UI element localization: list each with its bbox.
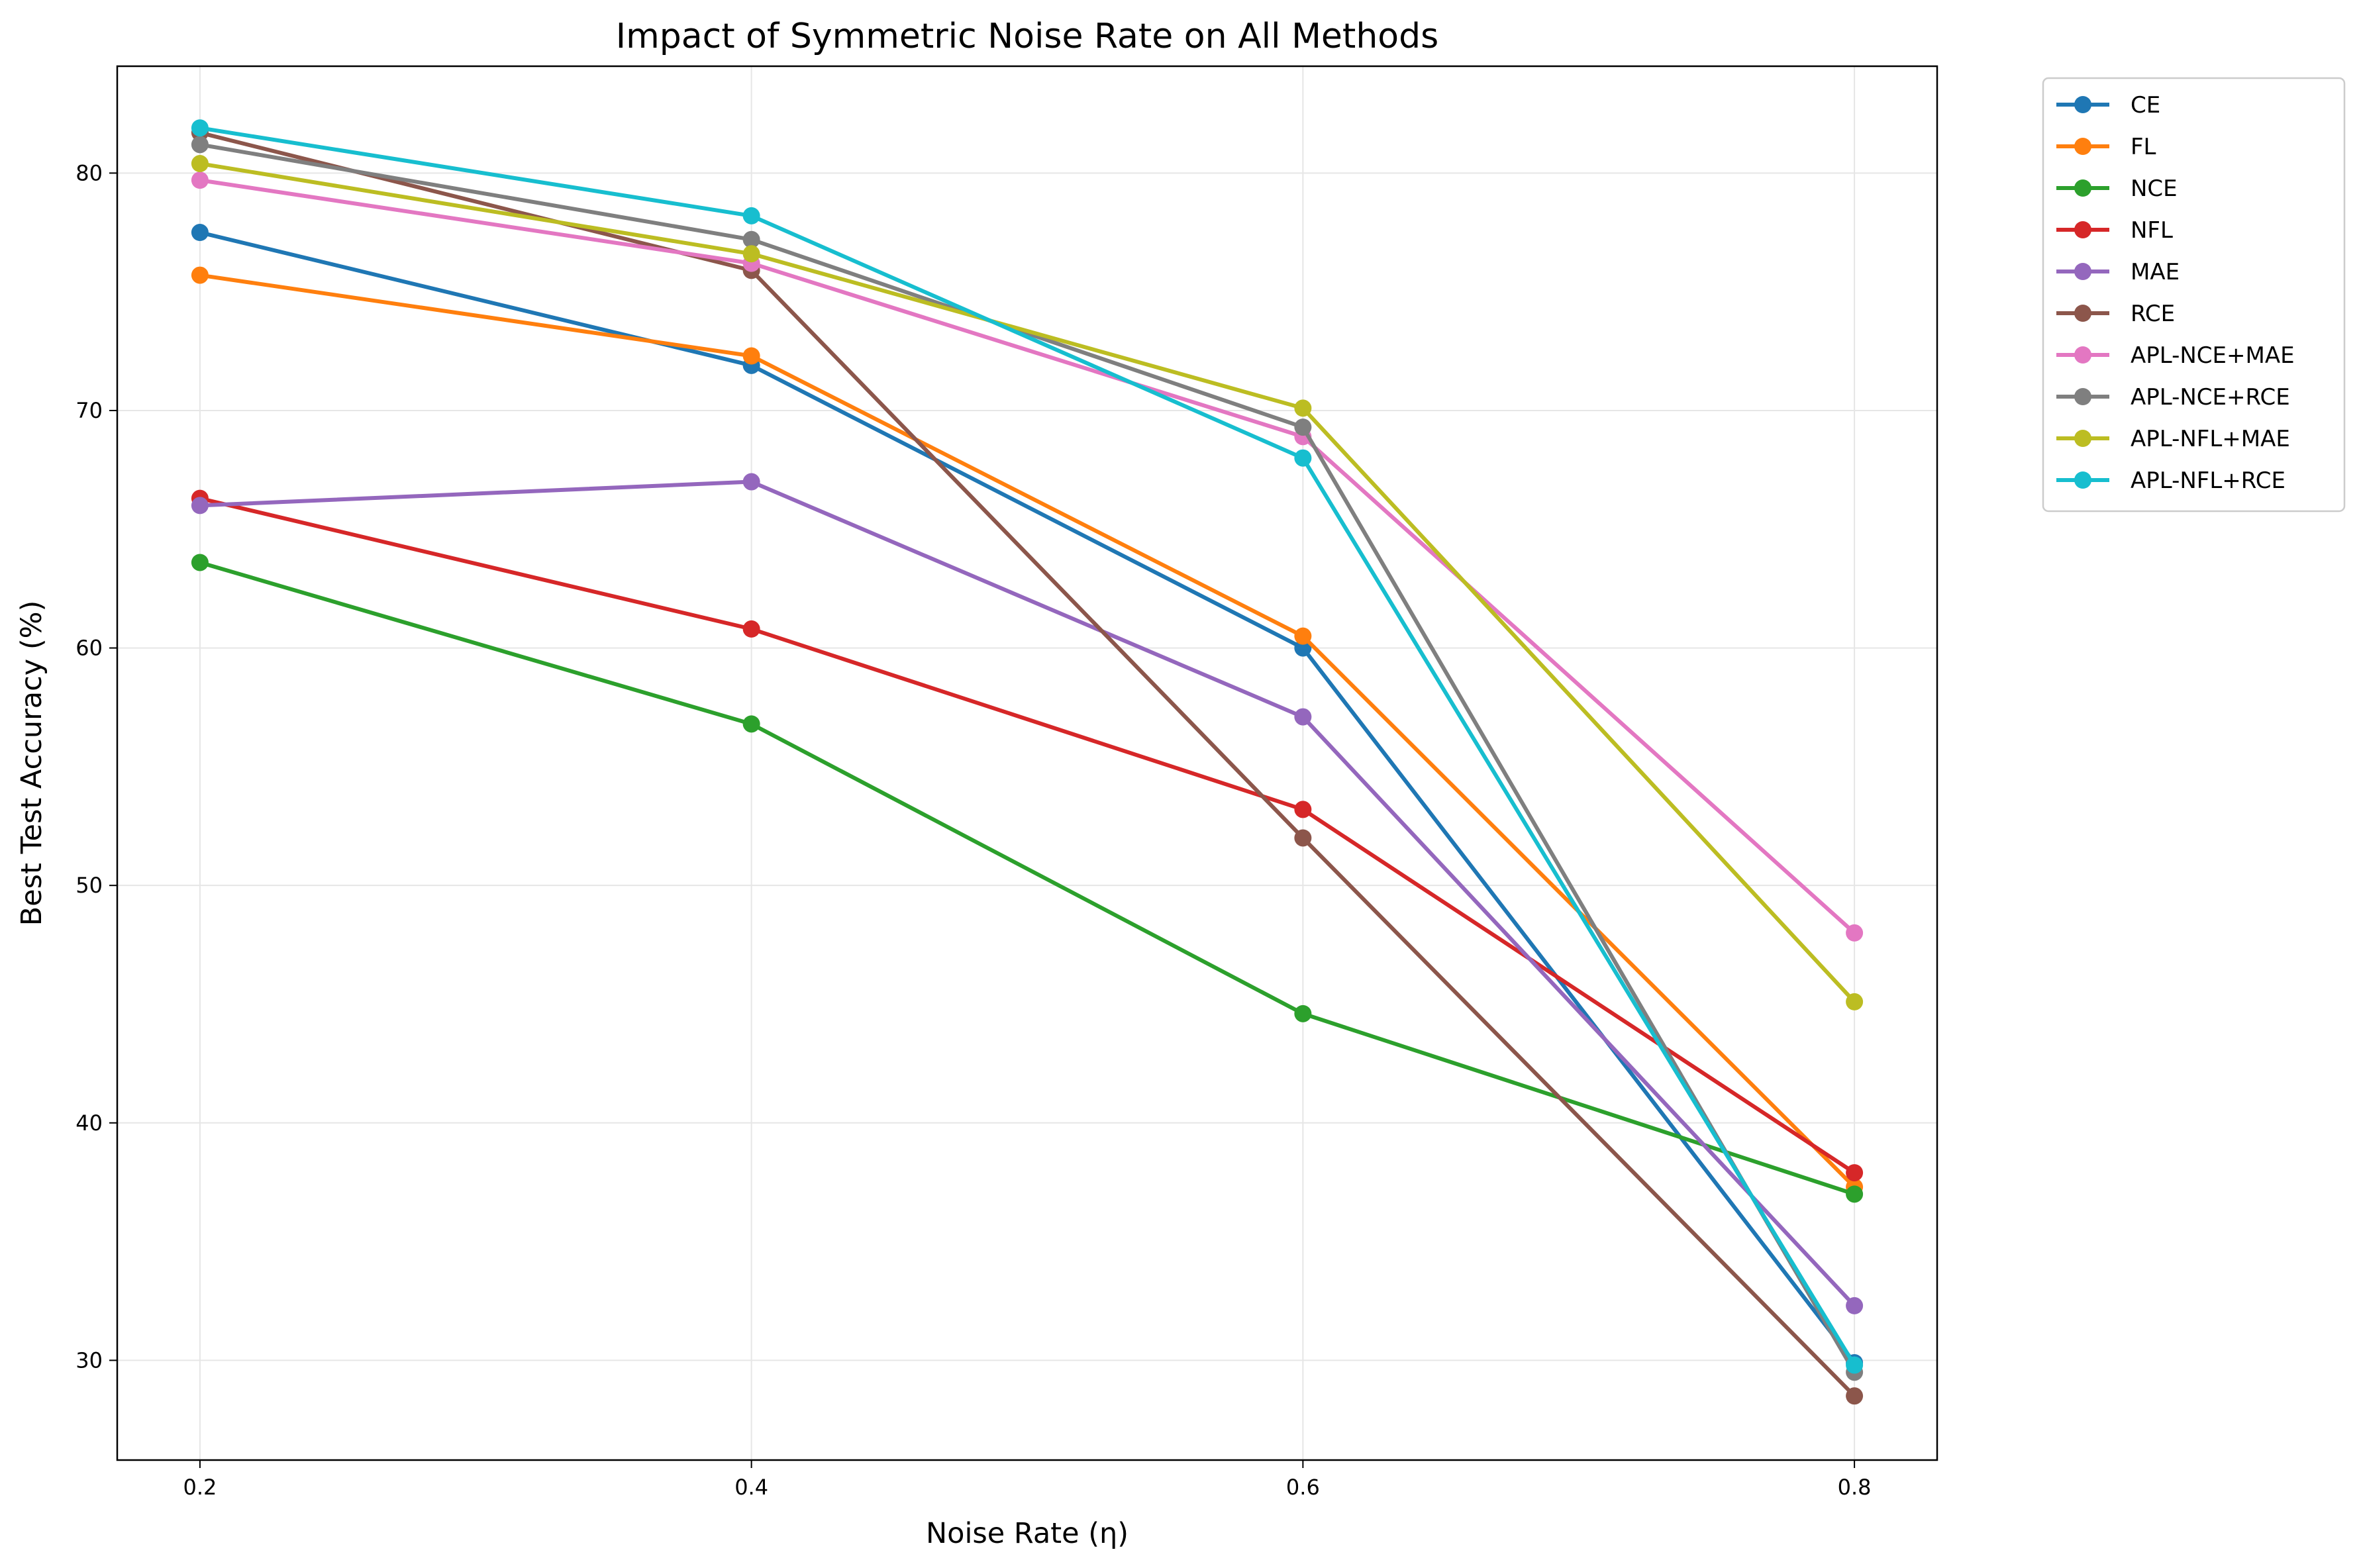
y-tick-label: 30: [75, 1348, 103, 1373]
legend-entry-rce: RCE: [2056, 301, 2175, 327]
data-point-apl-nce-mae: [191, 172, 209, 189]
data-point-nce: [1294, 1004, 1312, 1022]
legend-marker: [2074, 221, 2091, 238]
data-point-apl-nfl-rce: [742, 207, 760, 224]
y-tick-label: 40: [75, 1110, 103, 1136]
data-point-mae: [1294, 708, 1312, 726]
data-point-apl-nfl-mae: [742, 245, 760, 263]
data-point-mae: [742, 473, 760, 491]
legend-entry-apl-nce-mae: APL-NCE+MAE: [2056, 342, 2295, 369]
data-point-apl-nce-mae: [1846, 924, 1864, 942]
series-apl-nfl-mae: [191, 155, 1864, 1010]
series-line-ce: [197, 230, 1857, 1365]
data-point-rce: [1294, 829, 1312, 847]
data-point-nfl: [742, 620, 760, 638]
data-point-ce: [191, 224, 209, 242]
legend-marker: [2074, 263, 2091, 280]
data-point-fl: [1294, 627, 1312, 645]
data-point-apl-nce-rce: [191, 136, 209, 154]
series-nce: [191, 554, 1864, 1203]
x-axis-label: Noise Rate (η): [926, 1517, 1129, 1550]
series-mae: [191, 473, 1864, 1314]
plot-frame: [116, 65, 1938, 1461]
legend-label: NFL: [2131, 217, 2173, 244]
data-point-nfl: [1846, 1164, 1864, 1182]
legend-marker: [2074, 471, 2091, 489]
legend-entry-mae: MAE: [2056, 259, 2180, 285]
legend-marker: [2074, 430, 2091, 447]
series-line-nfl: [197, 496, 1857, 1175]
data-point-nce: [742, 715, 760, 733]
legend-marker: [2074, 179, 2091, 197]
series-apl-nfl-rce: [191, 119, 1864, 1374]
y-tick-label: 70: [75, 398, 103, 423]
grid: [117, 66, 1937, 1460]
data-point-nce: [191, 554, 209, 571]
series-lines: [191, 119, 1864, 1405]
legend-label: NCE: [2131, 175, 2178, 202]
data-point-apl-nce-rce: [1294, 418, 1312, 436]
legend: CE FL NCE NFL MAE RCE APL-NCE+MAE APL-NCE+RCE AP…: [2042, 77, 2346, 513]
legend-label: RCE: [2131, 301, 2175, 327]
legend-label: CE: [2131, 92, 2160, 119]
series-line-rce: [197, 130, 1857, 1398]
series-line-apl-nce-rce: [197, 142, 1857, 1375]
legend-marker: [2074, 346, 2091, 364]
y-tick-label: 60: [75, 636, 103, 661]
series-line-mae: [197, 479, 1857, 1308]
data-point-fl: [191, 266, 209, 284]
legend-entry-fl: FL: [2056, 134, 2156, 160]
x-tick-label: 0.2: [183, 1475, 217, 1500]
data-point-apl-nfl-rce: [1846, 1356, 1864, 1374]
legend-marker: [2074, 388, 2091, 405]
data-point-apl-nfl-mae: [191, 155, 209, 173]
legend-marker: [2074, 305, 2091, 322]
x-tick-label: 0.6: [1286, 1475, 1320, 1500]
legend-box: [2042, 77, 2346, 513]
series-nfl: [191, 489, 1864, 1182]
legend-entry-apl-nfl-mae: APL-NFL+MAE: [2056, 426, 2290, 452]
data-point-apl-nfl-mae: [1846, 993, 1864, 1010]
legend-label: FL: [2131, 134, 2156, 160]
legend-marker: [2074, 138, 2091, 155]
data-point-fl: [742, 347, 760, 365]
legend-entry-apl-nfl-rce: APL-NFL+RCE: [2056, 467, 2286, 494]
data-point-apl-nfl-rce: [191, 119, 209, 137]
x-tick-label: 0.8: [1838, 1475, 1872, 1500]
data-point-apl-nfl-mae: [1294, 399, 1312, 417]
series-line-apl-nfl-mae: [197, 162, 1857, 1004]
legend-label: APL-NFL+RCE: [2131, 467, 2286, 494]
legend-label: APL-NFL+MAE: [2131, 426, 2290, 452]
x-tick-label: 0.4: [734, 1475, 768, 1500]
series-line-apl-nfl-rce: [197, 126, 1857, 1367]
series-line-nce: [197, 560, 1857, 1197]
data-point-mae: [1846, 1297, 1864, 1314]
data-point-nce: [1846, 1185, 1864, 1203]
chart-title: Impact of Symmetric Noise Rate on All Me…: [616, 17, 1438, 56]
legend-marker: [2074, 96, 2091, 113]
data-point-nfl: [1294, 801, 1312, 818]
data-point-apl-nfl-rce: [1294, 449, 1312, 467]
legend-label: APL-NCE+MAE: [2131, 342, 2295, 369]
series-line-apl-nce-mae: [197, 178, 1857, 935]
y-tick-label: 80: [75, 160, 103, 185]
legend-entry-apl-nce-rce: APL-NCE+RCE: [2056, 384, 2290, 411]
legend-entry-ce: CE: [2056, 92, 2160, 119]
legend-entry-nce: NCE: [2056, 175, 2178, 202]
axis-ticks: 0.2 0.4 0.6 0.8 30 40 50 60 70 80: [75, 160, 1871, 1500]
y-axis-label: Best Test Accuracy (%): [15, 601, 48, 926]
data-point-apl-nce-rce: [742, 230, 760, 248]
data-point-rce: [1846, 1387, 1864, 1405]
legend-label: MAE: [2131, 259, 2180, 285]
data-point-ce: [1294, 639, 1312, 657]
y-tick-label: 50: [75, 873, 103, 898]
data-point-mae: [191, 497, 209, 514]
legend-entry-nfl: NFL: [2056, 217, 2173, 244]
legend-label: APL-NCE+RCE: [2131, 384, 2290, 411]
